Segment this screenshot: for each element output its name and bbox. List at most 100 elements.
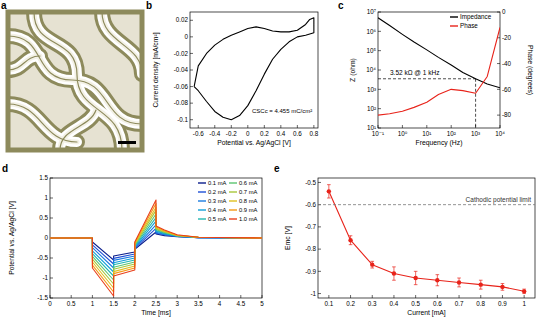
error-bar bbox=[457, 278, 461, 287]
x-tick-label: 0.3 bbox=[368, 300, 377, 307]
y-tick-label: 0 bbox=[184, 33, 188, 40]
legend-entry: 0.6 mA bbox=[239, 180, 257, 186]
panel-a: a bbox=[1, 0, 142, 150]
legend-entry: 0.3 mA bbox=[208, 198, 226, 204]
y-tick bbox=[378, 108, 381, 109]
plot-area bbox=[378, 18, 500, 128]
y-tick-label: 0.5 bbox=[39, 214, 48, 221]
x-tick bbox=[198, 295, 199, 298]
x-tick bbox=[92, 295, 93, 298]
legend-entry: 0.4 mA bbox=[208, 207, 226, 213]
y-tick bbox=[190, 119, 193, 120]
x-tick bbox=[350, 295, 351, 298]
x-tick bbox=[426, 125, 427, 128]
x-tick-label: 10⁰ bbox=[398, 130, 408, 137]
y-tick bbox=[378, 128, 381, 129]
plot-area bbox=[318, 185, 535, 294]
y-tick-label: 10⁶ bbox=[366, 28, 376, 35]
series-line bbox=[329, 191, 524, 291]
x-tick-label: 3 bbox=[175, 300, 179, 307]
plot-frame bbox=[50, 178, 262, 298]
x-tick bbox=[240, 295, 241, 298]
series-line bbox=[378, 18, 500, 88]
legend-swatch bbox=[198, 182, 206, 183]
y-tick-label: -0.5 bbox=[305, 179, 316, 186]
y-axis-title: Potential vs. Ag/AgCl [V] bbox=[8, 201, 16, 275]
legend: 0.1 mA0.2 mA0.3 mA0.4 mA0.5 mA0.6 mA0.7 … bbox=[198, 180, 257, 222]
x-tick-label: 10³ bbox=[471, 130, 480, 137]
legend-entry: 0.2 mA bbox=[208, 189, 226, 195]
electrode-trace bbox=[8, 56, 40, 70]
x-tick-label: 0.2 bbox=[260, 130, 269, 137]
legend-entry: 0.9 mA bbox=[239, 207, 257, 213]
x-tick bbox=[50, 295, 51, 298]
error-bar-cap bbox=[414, 284, 418, 285]
annotation: 3.52 kΩ @ 1 kHz bbox=[390, 69, 439, 76]
data-point bbox=[327, 189, 331, 193]
figure: a-0.6-0.4-0.200.20.40.60.8-0.1-0.08-0.06… bbox=[0, 0, 546, 326]
scale-bar bbox=[118, 141, 136, 144]
x-tick bbox=[71, 295, 72, 298]
x-tick-label: 0 bbox=[246, 130, 250, 137]
y-tick-label: 1.5 bbox=[39, 174, 48, 181]
y-tick-label: -0.6 bbox=[305, 201, 316, 208]
x-tick bbox=[231, 125, 232, 128]
y-tick bbox=[190, 86, 193, 87]
x-tick bbox=[156, 295, 157, 298]
x-tick bbox=[264, 125, 265, 128]
legend-swatch bbox=[229, 200, 237, 201]
x-tick-label: 10⁴ bbox=[495, 130, 505, 137]
electrode-trace bbox=[8, 56, 40, 70]
x-tick bbox=[262, 295, 263, 298]
y-tick bbox=[190, 103, 193, 104]
y-tick bbox=[318, 182, 321, 183]
legend-swatch bbox=[198, 191, 206, 192]
x-tick-label: 3.5 bbox=[194, 300, 203, 307]
legend-swatch bbox=[198, 200, 206, 201]
x-tick-label: -0.2 bbox=[226, 130, 237, 137]
x-tick-label: 4.5 bbox=[236, 300, 245, 307]
panel-label: b bbox=[146, 0, 152, 11]
x-tick bbox=[280, 125, 281, 128]
error-bar-cap bbox=[436, 274, 440, 275]
y-tick-label: -0.08 bbox=[174, 99, 189, 106]
x-tick-label: 10² bbox=[447, 130, 456, 137]
data-point bbox=[370, 262, 374, 266]
series-line bbox=[378, 27, 500, 115]
error-bar-cap bbox=[349, 235, 353, 236]
y-tick bbox=[378, 31, 381, 32]
y-tick bbox=[190, 36, 193, 37]
x-tick-label: 0.4 bbox=[276, 130, 285, 137]
y2-tick-label: -80 bbox=[502, 111, 512, 118]
y-tick bbox=[378, 12, 381, 13]
data-point bbox=[413, 276, 417, 280]
x-tick-label: 0.6 bbox=[433, 300, 442, 307]
error-bar-cap bbox=[327, 198, 331, 199]
y2-axis-title: Phase (degrees) bbox=[526, 45, 534, 95]
y-tick-label: -0.1 bbox=[177, 116, 188, 123]
panel-label: e bbox=[274, 163, 280, 174]
x-tick bbox=[177, 295, 178, 298]
x-tick-label: 0.8 bbox=[476, 300, 485, 307]
legend-swatch bbox=[229, 209, 237, 210]
legend-swatch bbox=[450, 25, 458, 26]
legend-entry: Impedance bbox=[460, 13, 492, 21]
x-tick-label: 2.5 bbox=[152, 300, 161, 307]
legend-swatch bbox=[198, 209, 206, 210]
error-bar-cap bbox=[414, 271, 418, 272]
data-point bbox=[522, 289, 526, 293]
electrode-trace bbox=[102, 12, 142, 74]
series-line bbox=[194, 18, 314, 120]
x-tick bbox=[372, 295, 373, 298]
error-bar-cap bbox=[370, 261, 374, 262]
electrode-pattern bbox=[8, 12, 142, 150]
error-bar-cap bbox=[370, 268, 374, 269]
y-tick bbox=[318, 249, 321, 250]
series-line bbox=[50, 200, 262, 296]
electrode-trace bbox=[60, 110, 96, 150]
limit-line bbox=[318, 204, 535, 205]
guide-line bbox=[475, 79, 476, 128]
y-tick-label: -0.8 bbox=[305, 245, 316, 252]
legend-swatch bbox=[229, 191, 237, 192]
panel-b: -0.6-0.4-0.200.20.40.60.8-0.1-0.08-0.06-… bbox=[146, 0, 319, 147]
